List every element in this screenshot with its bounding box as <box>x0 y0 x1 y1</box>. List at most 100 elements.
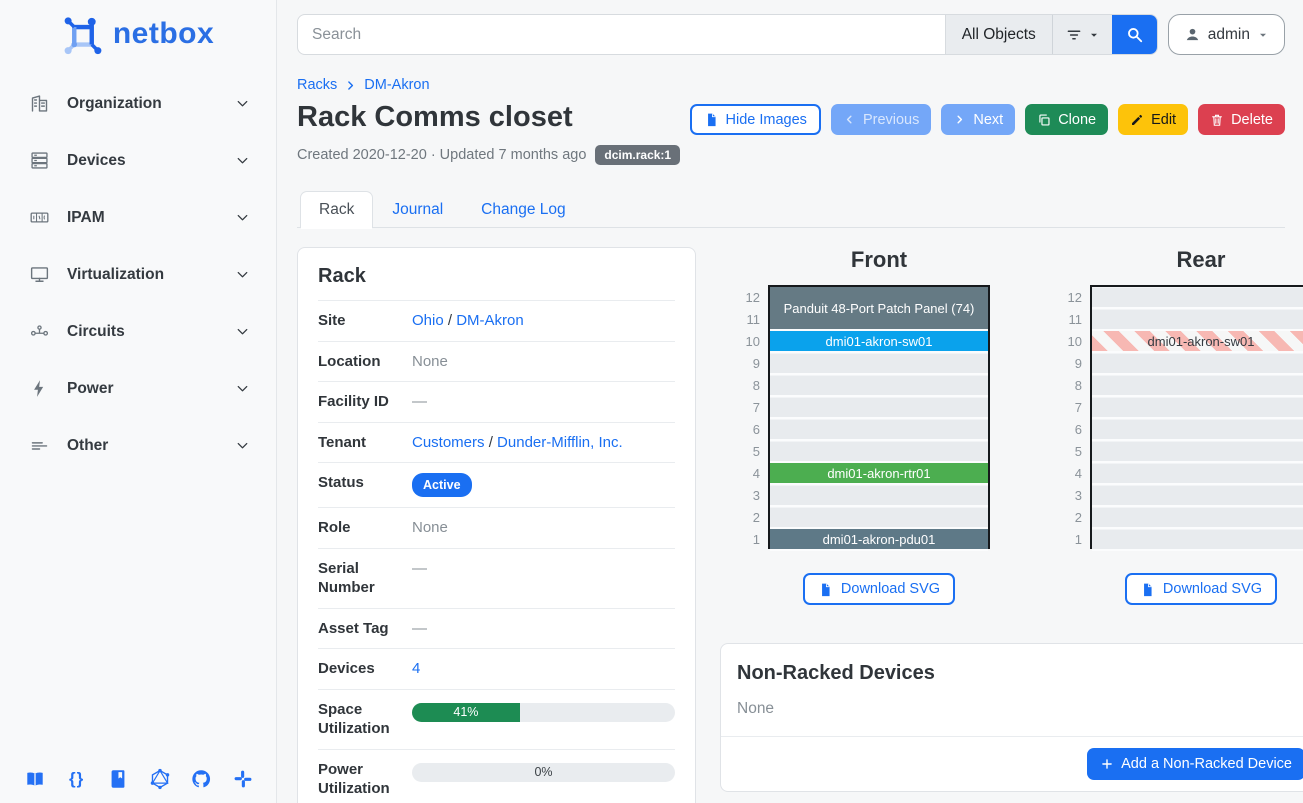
rack-slot-empty[interactable] <box>770 419 988 441</box>
rack-slot-empty[interactable] <box>770 375 988 397</box>
rack-device[interactable]: Panduit 48-Port Patch Panel (74) <box>770 287 988 329</box>
tab-rack[interactable]: Rack <box>300 191 374 229</box>
download-svg-button-front[interactable]: Download SVG <box>802 573 956 605</box>
filter-icon <box>1067 30 1081 39</box>
netbox-logo-mark <box>64 17 102 55</box>
rack-slot-empty[interactable] <box>1092 397 1303 419</box>
front-elevation: Front 12 11 10 9 8 7 6 5 4 3 2 1 Panduit 48-Port Pa… <box>720 247 1020 605</box>
attr-row-asset-tag: Asset Tag — <box>318 609 675 650</box>
rack-slot-empty[interactable] <box>1092 419 1303 441</box>
tenant-group-link[interactable]: Customers <box>412 433 485 451</box>
previous-button[interactable]: Previous <box>830 104 932 135</box>
search-submit-button[interactable] <box>1111 15 1157 54</box>
attr-label: Role <box>318 519 351 537</box>
rack-device[interactable]: dmi01-akron-sw01 <box>770 331 988 351</box>
docs-book-icon[interactable] <box>24 768 46 790</box>
site-group-link[interactable]: DM-Akron <box>456 312 524 329</box>
rack-slot-empty[interactable] <box>1092 287 1303 309</box>
unit-number: 5 <box>1074 444 1082 459</box>
chevron-left-icon <box>846 115 852 124</box>
search-filter-button[interactable] <box>1051 15 1112 54</box>
unit-number: 11 <box>1068 312 1083 327</box>
delete-button[interactable]: Delete <box>1198 104 1285 135</box>
github-icon[interactable] <box>190 768 212 790</box>
rack-panel: Rack Site Ohio / DM-Akron Location None … <box>297 247 696 803</box>
sidebar-item-ipam[interactable]: IPAM <box>0 189 276 246</box>
rack-slot-empty[interactable] <box>1092 463 1303 485</box>
unit-number: 4 <box>1074 466 1082 481</box>
rack-device[interactable]: dmi01-akron-rtr01 <box>770 463 988 483</box>
chevron-right-icon <box>957 115 963 124</box>
object-id-badge: dcim.rack:1 <box>595 145 681 165</box>
download-svg-button-rear[interactable]: Download SVG <box>1124 573 1278 605</box>
page-header: Rack Comms closet Hide Images Previous N… <box>297 101 1285 135</box>
file-download-icon <box>821 583 830 596</box>
unit-number: 7 <box>1074 400 1082 415</box>
file-download-icon <box>1143 583 1152 596</box>
sidebar-item-label: Other <box>67 436 109 454</box>
rack-slot-empty[interactable] <box>770 441 988 463</box>
chevron-down-icon <box>237 100 248 107</box>
netbox-wordmark: netbox <box>112 17 215 50</box>
next-button[interactable]: Next <box>941 104 1016 135</box>
unit-number: 9 <box>1074 356 1082 371</box>
user-menu-button[interactable]: admin <box>1167 14 1285 55</box>
unit-number: 1 <box>752 532 760 547</box>
sidebar-item-organization[interactable]: Organization <box>0 75 276 132</box>
right-column: Front 12 11 10 9 8 7 6 5 4 3 2 1 Panduit 48-Port Pa… <box>720 247 1303 792</box>
rack-slot-empty[interactable] <box>770 485 988 507</box>
breadcrumb-link-racks[interactable]: Racks <box>297 77 338 93</box>
slack-icon[interactable] <box>232 768 254 790</box>
edit-button[interactable]: Edit <box>1118 104 1189 135</box>
sidebar-item-other[interactable]: Other <box>0 417 276 474</box>
sidebar-item-power[interactable]: Power <box>0 360 276 417</box>
rack-slot-empty[interactable] <box>1092 309 1303 331</box>
netbox-logo[interactable]: netbox <box>0 0 276 64</box>
search-scope-button[interactable]: All Objects <box>944 15 1052 54</box>
attr-label: Power Utilization <box>318 760 390 798</box>
rack-slot-empty[interactable] <box>1092 485 1303 507</box>
building-icon <box>31 95 48 112</box>
code-braces-icon[interactable]: {} <box>68 769 85 788</box>
transit-icon <box>30 325 49 336</box>
devices-count-link[interactable]: 4 <box>412 660 421 678</box>
unit-number: 3 <box>752 488 760 503</box>
rack-slot-empty[interactable] <box>1092 507 1303 529</box>
rack-slot-empty[interactable] <box>1092 375 1303 397</box>
unit-number: 12 <box>745 290 760 305</box>
tenant-link[interactable]: Dunder-Mifflin, Inc. <box>497 433 623 451</box>
next-label: Next <box>973 111 1004 128</box>
sidebar-item-devices[interactable]: Devices <box>0 132 276 189</box>
rack-slot-empty[interactable] <box>1092 529 1303 551</box>
site-link[interactable]: Ohio <box>412 312 444 329</box>
rack-slot-empty[interactable] <box>770 397 988 419</box>
role-value: None <box>412 519 448 537</box>
rack-device[interactable]: dmi01-akron-sw01 <box>1092 331 1303 351</box>
sidebar-item-virtualization[interactable]: Virtualization <box>0 246 276 303</box>
rack-slot-empty[interactable] <box>770 507 988 529</box>
book-icon[interactable] <box>107 768 129 790</box>
chevron-down-icon <box>237 328 248 335</box>
rack-slot-empty[interactable] <box>1092 441 1303 463</box>
add-non-racked-device-button[interactable]: Add a Non-Racked Device <box>1087 748 1303 780</box>
unit-number: 3 <box>1074 488 1082 503</box>
tab-change-log[interactable]: Change Log <box>481 201 566 218</box>
clone-button[interactable]: Clone <box>1025 104 1109 135</box>
rack-slot-empty[interactable] <box>1092 353 1303 375</box>
object-meta: Created 2020-12-20 · Updated 7 months ag… <box>297 145 1285 165</box>
rack-slot-empty[interactable] <box>770 353 988 375</box>
download-svg-label: Download SVG <box>1162 581 1263 597</box>
asset-tag-value: — <box>412 619 427 637</box>
breadcrumb-link-dm-akron[interactable]: DM-Akron <box>364 77 430 93</box>
chevron-down-icon <box>237 214 248 221</box>
hide-images-button[interactable]: Hide Images <box>689 104 821 135</box>
tab-journal[interactable]: Journal <box>392 201 444 218</box>
graphql-icon[interactable] <box>149 768 171 790</box>
rack-device[interactable]: dmi01-akron-pdu01 <box>770 529 988 549</box>
space-utilization-label: 41% <box>453 705 479 720</box>
attr-row-tenant: Tenant Customers / Dunder-Mifflin, Inc. <box>318 423 675 463</box>
unit-number: 12 <box>1067 290 1082 305</box>
rear-elevation: Rear 12 11 10 9 8 7 6 5 4 3 2 1 dmi01-akron-sw01 Do… <box>1020 247 1303 605</box>
search-input[interactable] <box>298 15 945 54</box>
sidebar-item-circuits[interactable]: Circuits <box>0 303 276 360</box>
